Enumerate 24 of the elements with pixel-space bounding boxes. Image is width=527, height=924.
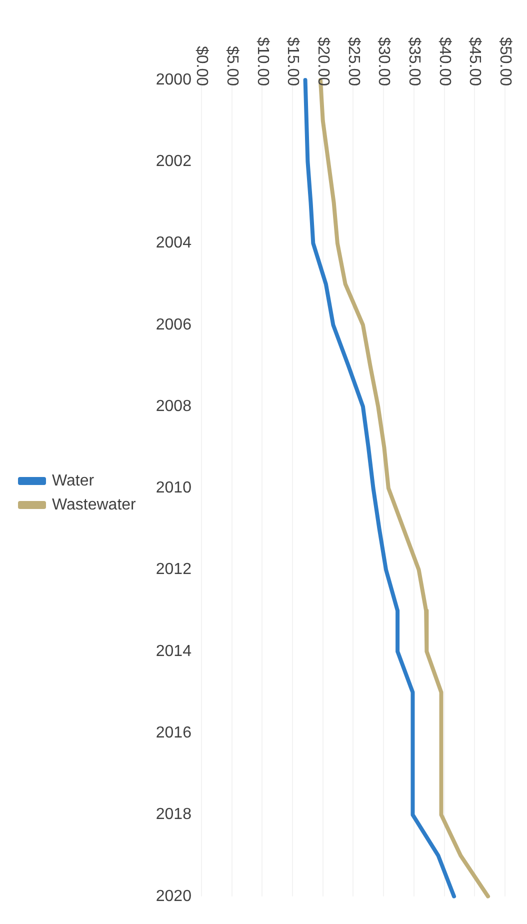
x-tick-label: $45.00 — [466, 37, 484, 86]
y-tick-label: 2020 — [156, 888, 192, 905]
y-tick-label: 2000 — [156, 71, 192, 88]
legend-label: Water — [52, 472, 95, 490]
y-tick-label: 2010 — [156, 480, 192, 497]
x-tick-label: $0.00 — [193, 46, 210, 86]
y-tick-label: 2014 — [156, 642, 192, 660]
y-tick-label: 2002 — [156, 153, 192, 170]
x-tick-label: $25.00 — [344, 37, 362, 86]
y-tick-label: 2006 — [156, 316, 192, 334]
y-tick-label: 2018 — [156, 806, 192, 824]
y-tick-label: 2008 — [156, 398, 192, 415]
y-tick-label: 2016 — [156, 724, 192, 742]
x-tick-label: $5.00 — [223, 46, 240, 86]
x-tick-label: $35.00 — [406, 37, 423, 86]
legend-label: Wastewater — [52, 496, 137, 514]
x-tick-label: $20.00 — [314, 37, 332, 86]
x-tick-label: $15.00 — [284, 37, 302, 86]
x-tick-label: $40.00 — [436, 37, 453, 86]
x-tick-label: $10.00 — [254, 37, 271, 86]
x-tick-label: $30.00 — [375, 37, 392, 86]
x-tick-label: $50.00 — [496, 37, 514, 86]
y-tick-label: 2004 — [156, 234, 192, 252]
y-tick-label: 2012 — [156, 561, 192, 578]
